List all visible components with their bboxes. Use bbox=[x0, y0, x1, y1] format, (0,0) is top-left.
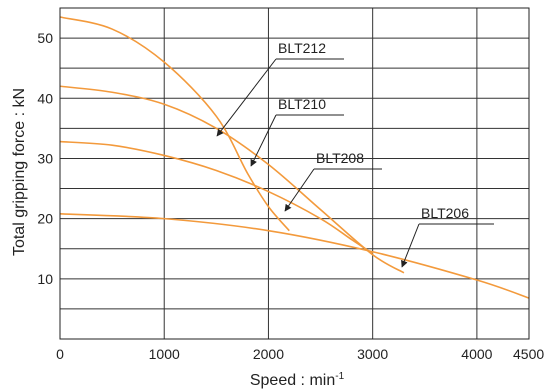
x-axis-label: Speed : min-1 bbox=[250, 371, 345, 389]
x-tick-label: 0 bbox=[56, 346, 64, 362]
series-label-blt212: BLT212 bbox=[278, 40, 326, 56]
series-leader-arrow bbox=[216, 58, 277, 137]
y-tick-label: 40 bbox=[37, 90, 53, 106]
series-line-blt208 bbox=[59, 140, 374, 255]
series-line-blt212 bbox=[59, 16, 290, 232]
x-tick-label: 4000 bbox=[461, 346, 492, 362]
series-line-blt206 bbox=[59, 213, 530, 299]
series-leader-arrow bbox=[284, 168, 315, 212]
series-annotations: BLT212 BLT210 BLT208 BLT206 bbox=[216, 40, 494, 268]
plot-background bbox=[60, 8, 529, 339]
x-tick-label: 3000 bbox=[357, 346, 388, 362]
series-label-blt206: BLT206 bbox=[421, 205, 469, 221]
y-tick-label: 30 bbox=[37, 150, 53, 166]
x-tick-label: 2000 bbox=[253, 346, 284, 362]
y-tick-label: 10 bbox=[37, 271, 53, 287]
y-axis-label: Total gripping force : kN bbox=[11, 88, 28, 256]
plot-frame bbox=[59, 7, 530, 340]
series-leader-arrow bbox=[250, 114, 277, 167]
series-label-blt208: BLT208 bbox=[316, 150, 364, 166]
y-tick-labels: 10 20 30 40 50 bbox=[37, 30, 53, 287]
series-lines bbox=[59, 16, 530, 299]
series-leader-arrow bbox=[401, 223, 420, 268]
y-tick-label: 50 bbox=[37, 30, 53, 46]
series-label-blt210: BLT210 bbox=[278, 96, 326, 112]
x-tick-label: 4500 bbox=[513, 346, 544, 362]
y-tick-label: 20 bbox=[37, 211, 53, 227]
x-tick-label: 1000 bbox=[149, 346, 180, 362]
x-tick-labels: 0 1000 2000 3000 4000 4500 bbox=[56, 346, 544, 362]
x-axis-label-superscript: -1 bbox=[335, 371, 344, 382]
